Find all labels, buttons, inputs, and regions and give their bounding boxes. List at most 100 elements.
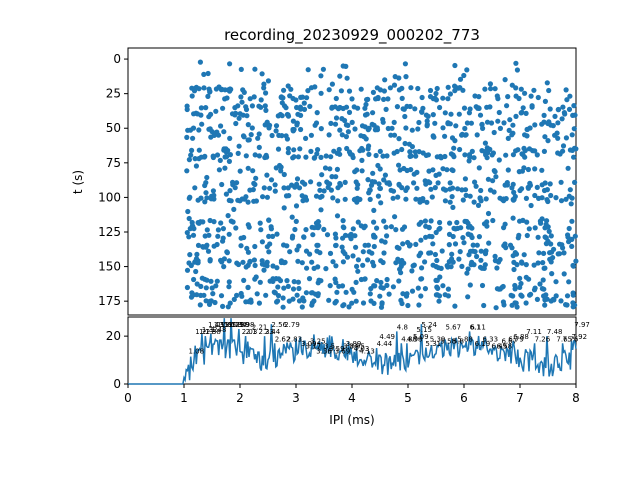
raster-point bbox=[445, 84, 451, 90]
ipi-peak-label: 6.1 bbox=[470, 323, 481, 331]
raster-point bbox=[346, 304, 352, 310]
raster-point bbox=[523, 274, 529, 280]
raster-point bbox=[476, 165, 482, 171]
raster-point bbox=[198, 283, 204, 289]
raster-point bbox=[270, 233, 276, 239]
raster-point bbox=[344, 75, 350, 81]
raster-point bbox=[434, 292, 440, 298]
raster-y-tick-label: 175 bbox=[98, 294, 121, 308]
raster-point bbox=[555, 251, 561, 257]
raster-point bbox=[252, 152, 258, 158]
raster-point bbox=[311, 265, 317, 271]
raster-point bbox=[452, 83, 458, 89]
raster-point bbox=[226, 231, 232, 237]
raster-point bbox=[450, 259, 456, 265]
raster-point bbox=[572, 233, 578, 239]
raster-point bbox=[566, 279, 572, 285]
raster-point bbox=[294, 120, 300, 126]
raster-point bbox=[563, 135, 570, 141]
raster-point bbox=[550, 255, 556, 261]
raster-point bbox=[192, 185, 198, 191]
raster-point bbox=[523, 262, 529, 268]
raster-point bbox=[452, 62, 458, 69]
raster-point bbox=[344, 145, 350, 152]
raster-point bbox=[346, 149, 353, 155]
ipi-peak-label: 4.49 bbox=[379, 333, 395, 341]
raster-point bbox=[366, 151, 372, 157]
raster-point bbox=[370, 89, 376, 95]
raster-point bbox=[248, 132, 254, 138]
raster-point bbox=[451, 225, 457, 231]
raster-point bbox=[281, 185, 287, 191]
raster-point bbox=[223, 191, 229, 197]
raster-point bbox=[573, 258, 579, 264]
raster-point bbox=[472, 179, 478, 185]
raster-point bbox=[434, 85, 440, 92]
raster-point bbox=[406, 141, 412, 147]
raster-point bbox=[308, 148, 314, 154]
raster-point bbox=[211, 243, 217, 249]
raster-point bbox=[550, 296, 556, 302]
raster-point bbox=[251, 198, 257, 204]
raster-point bbox=[355, 268, 361, 274]
raster-point bbox=[415, 126, 421, 132]
raster-point bbox=[432, 95, 438, 101]
ipi-x-tick-label: 8 bbox=[572, 391, 580, 405]
raster-point bbox=[240, 87, 246, 93]
raster-point bbox=[299, 304, 305, 310]
ipi-peak-label: 2.79 bbox=[284, 321, 300, 329]
ipi-peak-label: 2.44 bbox=[265, 328, 281, 336]
raster-point bbox=[267, 122, 273, 128]
raster-point bbox=[567, 187, 573, 193]
raster-point bbox=[432, 251, 438, 258]
raster-point bbox=[315, 291, 321, 297]
raster-point bbox=[228, 218, 234, 224]
raster-point bbox=[518, 86, 524, 92]
raster-point bbox=[547, 106, 553, 112]
raster-point bbox=[355, 219, 361, 225]
raster-point bbox=[504, 103, 510, 109]
raster-point bbox=[311, 225, 317, 231]
ipi-peak-label: 1.53 bbox=[214, 321, 230, 329]
raster-point bbox=[388, 224, 394, 230]
raster-point bbox=[364, 111, 370, 117]
raster-y-ticks: 0 25 50 75 100 125 150 175 bbox=[98, 52, 128, 308]
raster-point bbox=[528, 202, 534, 209]
raster-point bbox=[469, 259, 475, 265]
raster-point bbox=[261, 262, 268, 268]
raster-point bbox=[488, 86, 494, 92]
raster-point bbox=[354, 263, 360, 269]
raster-point bbox=[452, 303, 458, 309]
raster-point bbox=[519, 260, 525, 266]
raster-point bbox=[360, 249, 366, 255]
ipi-peak-label: 4.03 bbox=[354, 345, 370, 353]
raster-point bbox=[351, 197, 357, 203]
raster-point bbox=[347, 233, 353, 239]
raster-point bbox=[247, 96, 253, 102]
raster-point bbox=[384, 276, 390, 283]
raster-point bbox=[484, 145, 490, 151]
raster-point bbox=[475, 105, 482, 111]
raster-point bbox=[218, 220, 224, 226]
raster-point bbox=[485, 210, 492, 217]
raster-point bbox=[315, 219, 321, 225]
raster-point bbox=[233, 120, 239, 127]
raster-point bbox=[532, 166, 538, 172]
raster-point bbox=[379, 301, 385, 307]
raster-point bbox=[207, 217, 213, 224]
raster-point bbox=[377, 185, 383, 191]
raster-point bbox=[461, 105, 468, 111]
raster-point bbox=[425, 113, 431, 119]
raster-point bbox=[202, 199, 208, 205]
raster-point bbox=[295, 154, 301, 160]
raster-point bbox=[405, 302, 411, 309]
raster-point bbox=[434, 257, 440, 264]
raster-point bbox=[510, 196, 516, 203]
raster-point bbox=[318, 73, 324, 79]
raster-point bbox=[403, 74, 409, 80]
raster-point bbox=[366, 249, 372, 255]
raster-point bbox=[258, 97, 264, 103]
ipi-peak-label: 4.13 bbox=[359, 347, 375, 355]
raster-y-tick-label: 150 bbox=[98, 260, 121, 274]
raster-point bbox=[563, 302, 569, 308]
